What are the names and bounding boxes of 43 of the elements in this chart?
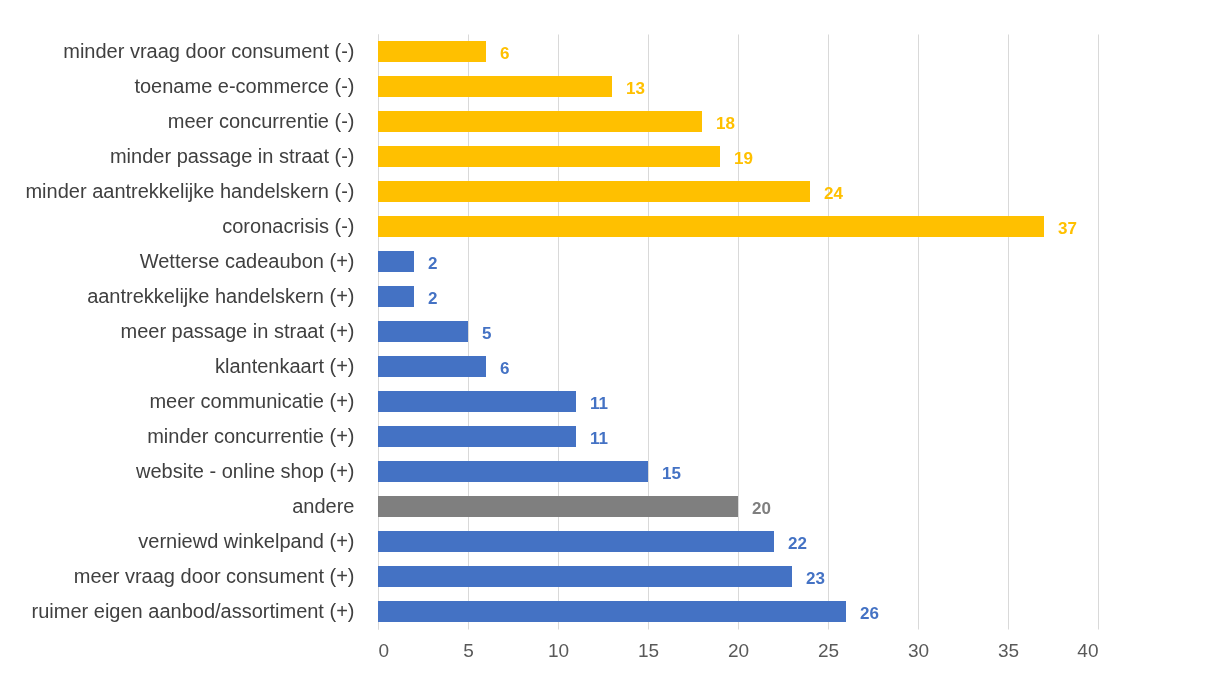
data-label: 26 — [860, 603, 879, 623]
x-tick-label: 30 — [907, 639, 930, 661]
y-tick-label: website - online shop (+) — [135, 459, 355, 482]
x-tick-label: 10 — [547, 639, 570, 661]
data-label: 23 — [806, 568, 825, 588]
y-tick-label: meer passage in straat (+) — [120, 319, 355, 342]
data-label: 6 — [500, 358, 510, 378]
x-tick-label: 20 — [727, 639, 750, 661]
x-tick-label: 15 — [637, 639, 660, 661]
data-label: 22 — [788, 533, 807, 553]
data-label: 13 — [626, 78, 645, 98]
x-tick-label: 35 — [997, 639, 1020, 661]
x-tick-label: 0 — [378, 639, 390, 661]
y-tick-label: toename e-commerce (-) — [134, 74, 355, 97]
x-tick-label: 25 — [817, 639, 840, 661]
y-tick-label: coronacrisis (-) — [222, 214, 355, 237]
data-label: 20 — [752, 498, 771, 518]
data-label: 18 — [716, 113, 735, 133]
y-tick-label: Wetterse cadeaubon (+) — [139, 249, 355, 272]
data-label: 37 — [1058, 218, 1077, 238]
y-tick-label: verniewd winkelpand (+) — [138, 529, 355, 552]
y-tick-label: meer concurrentie (-) — [167, 109, 355, 132]
data-label: 19 — [734, 148, 753, 168]
data-label: 2 — [428, 288, 438, 308]
data-label: 15 — [662, 463, 681, 483]
data-label: 24 — [824, 183, 844, 203]
y-tick-label: minder aantrekkelijke handelskern (-) — [25, 179, 355, 202]
x-tick-label: 40 — [1077, 639, 1099, 661]
data-label: 2 — [428, 253, 438, 273]
x-tick-label: 5 — [463, 639, 474, 661]
y-tick-label: aantrekkelijke handelskern (+) — [87, 284, 355, 307]
y-tick-label: meer vraag door consument (+) — [73, 564, 355, 587]
y-tick-label: andere — [292, 494, 355, 517]
y-tick-label: minder concurrentie (+) — [147, 424, 355, 447]
y-tick-label: minder passage in straat (-) — [109, 144, 355, 167]
y-tick-label: klantenkaart (+) — [214, 354, 355, 377]
y-tick-label: ruimer eigen aanbod/assortiment (+) — [31, 599, 355, 622]
data-label: 11 — [590, 428, 608, 448]
y-tick-label: meer communicatie (+) — [149, 389, 355, 412]
y-tick-label: minder vraag door consument (-) — [63, 39, 355, 62]
data-label: 6 — [500, 43, 510, 63]
data-label: 11 — [590, 393, 608, 413]
data-label: 5 — [482, 323, 492, 343]
